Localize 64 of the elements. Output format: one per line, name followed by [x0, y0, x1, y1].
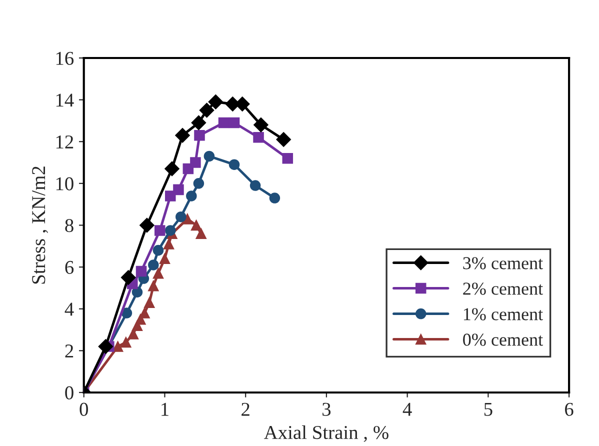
point	[253, 132, 264, 143]
point	[152, 244, 164, 256]
point	[250, 180, 261, 191]
point	[154, 225, 166, 236]
point	[165, 225, 176, 236]
x-tick-label: 0	[80, 402, 88, 416]
legend-label: 3% cement	[463, 257, 543, 270]
point	[218, 117, 230, 128]
point	[164, 161, 180, 176]
point	[208, 94, 224, 110]
point	[121, 308, 132, 318]
point	[163, 238, 174, 250]
point	[196, 228, 206, 239]
point	[228, 159, 240, 170]
point	[132, 286, 143, 298]
point	[159, 253, 170, 264]
point	[173, 184, 184, 196]
y-axis-title: Stress , KN/m2	[32, 166, 48, 284]
x-tick-label: 1	[162, 402, 168, 416]
y-tick-label: 12	[56, 135, 74, 148]
point	[199, 102, 214, 118]
y-tick-label: 6	[65, 260, 74, 274]
point	[140, 218, 154, 233]
point	[152, 268, 164, 279]
x-tick-label: 2	[242, 402, 250, 416]
point	[98, 339, 114, 354]
x-tick-label: 3	[322, 402, 331, 416]
legend-label: 0% cement	[463, 334, 543, 346]
x-tick-label: 4	[402, 402, 412, 416]
point	[276, 132, 291, 147]
point	[175, 128, 190, 143]
point	[176, 211, 186, 222]
y-tick-label: 14	[56, 94, 74, 107]
x-tick-label: 6	[565, 402, 574, 416]
y-tick-label: 10	[56, 177, 74, 190]
point	[144, 297, 155, 308]
point	[269, 192, 280, 204]
y-tick-label: 16	[56, 52, 74, 65]
point	[191, 115, 206, 130]
y-tick-label: 0	[65, 386, 74, 400]
point	[254, 117, 268, 132]
point	[148, 260, 159, 270]
point	[186, 190, 197, 202]
point	[128, 328, 139, 340]
y-tick-label: 8	[65, 219, 74, 232]
x-axis-title: Axial Strain , %	[264, 425, 388, 442]
point	[204, 150, 215, 162]
point	[190, 220, 202, 231]
x-tick-label: 5	[484, 402, 492, 416]
point	[193, 178, 204, 189]
point	[190, 157, 201, 168]
point	[136, 266, 147, 277]
point	[228, 117, 240, 128]
point	[148, 280, 159, 292]
point	[112, 341, 124, 352]
point	[194, 130, 205, 141]
point	[120, 270, 136, 285]
point	[120, 336, 132, 348]
legend-label: 1% cement	[464, 308, 543, 320]
point	[282, 152, 294, 164]
y-tick-label: 2	[65, 344, 74, 358]
legend-label: 2% cement	[463, 282, 543, 295]
point	[165, 190, 176, 202]
y-tick-label: 4	[64, 302, 74, 316]
